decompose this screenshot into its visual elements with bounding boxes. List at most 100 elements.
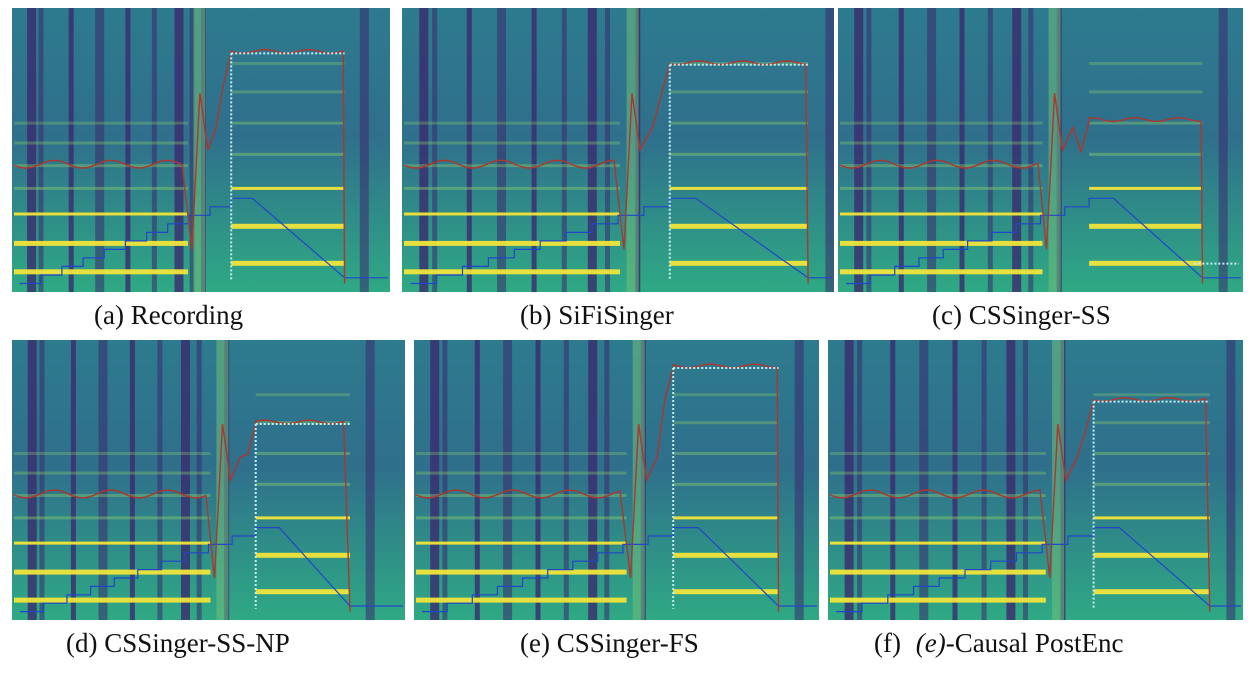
bright-band — [632, 340, 645, 620]
harmonic-band — [840, 212, 1043, 216]
harmonic-band — [416, 541, 627, 545]
harmonic-band — [669, 260, 808, 266]
dark-band — [129, 340, 135, 620]
note-pitch-line — [846, 197, 1241, 285]
panel-f-spectrogram — [828, 340, 1243, 620]
spectrogram-background — [828, 340, 1243, 620]
harmonic-band — [404, 212, 620, 216]
harmonic-band — [255, 516, 350, 520]
harmonic-band — [14, 471, 211, 475]
harmonic-band — [14, 141, 188, 145]
caption-f-variable: (e) — [915, 628, 946, 658]
bright-band — [193, 8, 206, 292]
panel-c-spectrogram — [838, 8, 1243, 292]
dark-band — [95, 8, 105, 292]
harmonic-band — [830, 569, 1046, 575]
harmonic-band — [673, 393, 779, 397]
spectrogram-image — [12, 8, 390, 292]
dark-band — [27, 340, 37, 620]
harmonic-band — [673, 589, 779, 595]
dark-band — [857, 340, 863, 620]
caption-f-suffix: -Causal PostEnc — [945, 628, 1124, 658]
harmonic-band — [14, 240, 188, 246]
dark-band — [474, 340, 480, 620]
harmonic-band — [14, 121, 188, 125]
harmonic-band — [231, 152, 345, 156]
harmonic-band — [255, 393, 350, 397]
caption-c: (c) CSSinger-SS — [932, 300, 1111, 330]
dark-band — [959, 8, 965, 292]
harmonic-band — [14, 516, 211, 520]
harmonic-band — [669, 152, 808, 156]
harmonic-band — [669, 186, 808, 190]
dark-band — [1028, 8, 1034, 292]
bright-band — [626, 8, 639, 292]
harmonic-band — [669, 62, 808, 65]
dark-band — [898, 8, 904, 292]
harmonic-band — [1093, 482, 1210, 486]
dark-band — [70, 340, 76, 620]
dark-band — [497, 8, 506, 292]
spectrogram-image — [838, 8, 1243, 292]
harmonic-band — [830, 516, 1046, 520]
dark-band — [189, 8, 195, 292]
harmonic-band — [830, 541, 1046, 545]
harmonic-band — [404, 240, 620, 246]
dark-band — [39, 340, 45, 620]
f0-curve — [415, 363, 780, 612]
harmonic-band — [673, 421, 779, 425]
dark-band — [98, 340, 108, 620]
caption-f-prefix: (f) — [874, 628, 901, 658]
harmonic-band — [255, 482, 350, 486]
spectrogram-image — [12, 340, 405, 620]
caption-e: (e) CSSinger-FS — [520, 628, 699, 658]
harmonic-band — [830, 471, 1046, 475]
harmonic-band — [1089, 90, 1203, 94]
harmonic-band — [673, 452, 779, 455]
harmonic-band — [255, 452, 350, 455]
spectrogram-background — [414, 340, 819, 620]
note-pitch-line — [19, 197, 388, 285]
harmonic-band — [14, 164, 188, 168]
harmonic-band — [669, 90, 808, 94]
spectrogram-image — [402, 8, 834, 292]
harmonic-band — [416, 471, 627, 475]
dark-band — [563, 340, 569, 620]
harmonic-band — [416, 516, 627, 520]
panel-b-spectrogram — [402, 8, 834, 292]
harmonic-band — [404, 269, 620, 275]
spectrogram-background — [402, 8, 834, 292]
dark-band — [503, 340, 513, 620]
note-pitch-line — [19, 527, 403, 613]
harmonic-band — [830, 452, 1046, 455]
harmonic-band — [416, 452, 627, 455]
harmonic-band — [14, 597, 211, 603]
harmonic-band — [1089, 260, 1203, 266]
harmonic-band — [1093, 589, 1210, 595]
harmonic-band — [1089, 121, 1203, 125]
harmonic-band — [231, 260, 345, 266]
panel-d-spectrogram — [12, 340, 405, 620]
dark-band — [604, 340, 610, 620]
harmonic-band — [231, 90, 345, 94]
dark-band — [825, 8, 834, 292]
dark-band — [587, 8, 597, 292]
f0-curve — [403, 60, 809, 284]
dark-band — [1226, 340, 1236, 620]
dark-band — [890, 340, 896, 620]
spectrogram-image — [828, 340, 1243, 620]
f0-curve — [829, 396, 1211, 612]
harmonic-band — [1089, 152, 1203, 156]
harmonic-band — [14, 212, 188, 216]
dark-band — [605, 8, 610, 292]
bright-band — [1048, 8, 1061, 292]
spectrogram-background — [838, 8, 1243, 292]
dark-band — [181, 340, 190, 620]
harmonic-band — [231, 223, 345, 229]
dark-band — [365, 340, 375, 620]
dark-band — [588, 340, 598, 620]
harmonic-band — [231, 121, 345, 125]
harmonic-band — [14, 186, 188, 190]
dark-band — [27, 8, 37, 292]
dark-band — [466, 8, 472, 292]
